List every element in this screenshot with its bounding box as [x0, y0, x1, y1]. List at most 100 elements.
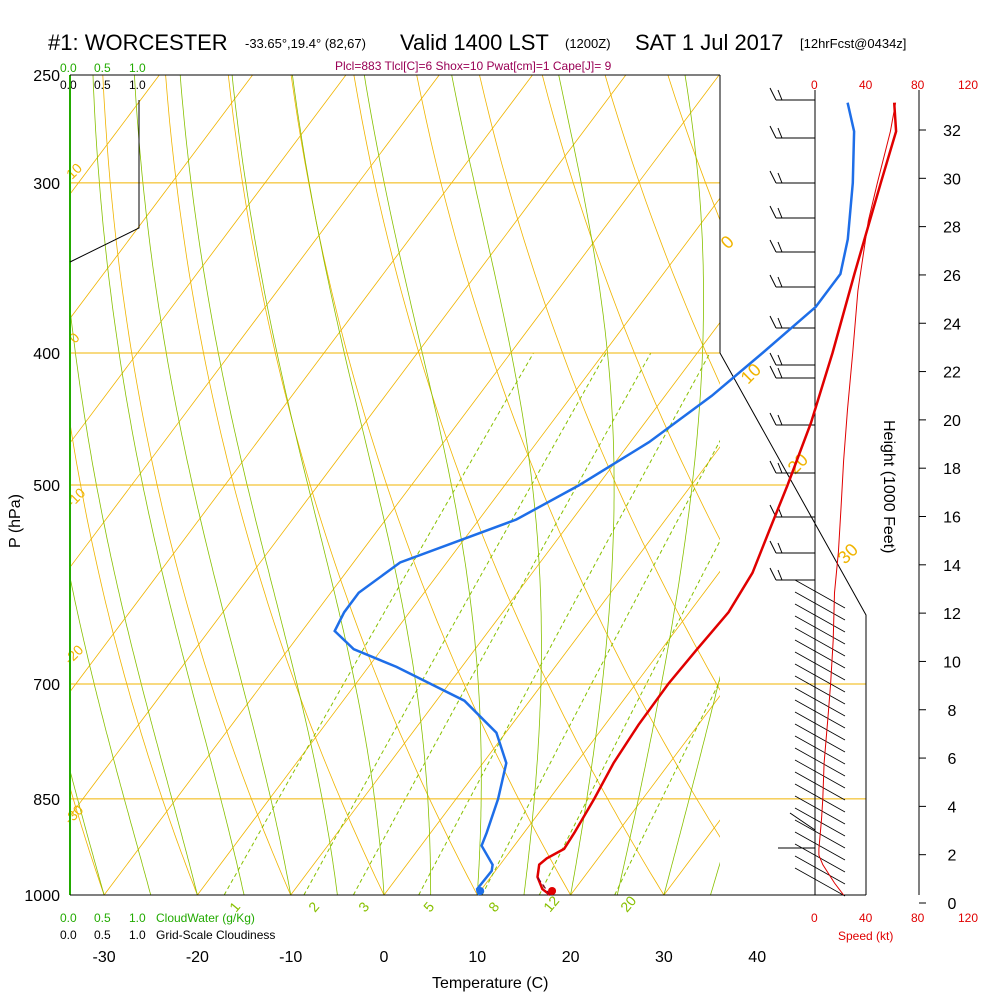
speed-axis-label: Speed (kt) [838, 929, 893, 943]
speed-tick-bottom: 80 [911, 911, 925, 925]
top-black-tick: 0.0 [60, 78, 77, 92]
y-axis-label: P (hPa) [7, 494, 24, 548]
wind-barb [769, 352, 777, 366]
title-coords: -33.65°,19.4° (82,67) [245, 36, 366, 51]
height-tick-label: 16 [943, 510, 961, 527]
moist-adiabat-line [292, 75, 432, 895]
temperature-tick-label: -10 [279, 949, 302, 966]
parcel-path [536, 875, 551, 896]
wind-barb [794, 735, 846, 765]
speed-tick-bottom: 0 [811, 911, 818, 925]
mixing-ratio-label: 2 [305, 899, 322, 915]
wind-barb [777, 127, 783, 139]
dry-adiabat-line [541, 75, 720, 541]
wind-barb [777, 317, 783, 329]
wind-barb [794, 855, 846, 885]
height-axis-label: Height (1000 Feet) [880, 420, 897, 553]
dry-adiabat-line [353, 75, 665, 895]
wind-barb [794, 867, 846, 897]
title-forecast: [12hrFcst@0434z] [800, 36, 906, 51]
dry-adiabat-line [70, 786, 105, 895]
isotherm-line [851, 75, 1000, 895]
wind-barb [769, 205, 777, 219]
wind-barb [769, 460, 777, 474]
height-tick-label: 24 [943, 316, 961, 333]
wind-barb [769, 125, 777, 139]
wind-barb [794, 615, 846, 645]
wind-barb [769, 315, 777, 329]
temperature-tick-labels: -30 -20 -10 0 10 20 30 40 [93, 949, 767, 966]
dry-adiabat-line [290, 75, 571, 895]
bottom-cloud-legend: 0.0 0.5 1.0 CloudWater (g/Kg) 0.0 0.5 1.… [60, 911, 275, 942]
speed-tick-top: 80 [911, 78, 925, 92]
wind-barb [777, 354, 783, 366]
moist-adiabat-line [451, 75, 542, 895]
moist-adiabat-line [70, 768, 105, 895]
pressure-tick-label: 300 [33, 176, 60, 193]
cloudwater-label: CloudWater (g/Kg) [156, 911, 255, 925]
cloudwater-tick: 0.0 [60, 911, 77, 925]
wind-barb [769, 170, 777, 184]
wind-barb [777, 367, 783, 379]
pressure-tick-label: 250 [33, 68, 60, 85]
wind-barb [794, 603, 846, 633]
mixing-ratio-label: 3 [355, 899, 372, 915]
mixing-ratio-line [223, 352, 534, 895]
moist-adiabat-line [616, 75, 705, 895]
top-cloudwater-scale: 0.0 0.5 1.0 0.0 0.5 1.0 [60, 61, 146, 92]
height-tick-label: 14 [943, 558, 961, 575]
wind-barb [794, 783, 846, 813]
wind-barb [777, 241, 783, 253]
wind-barb [794, 591, 846, 621]
height-tick-label: 22 [943, 365, 961, 382]
speed-tick-bottom: 40 [859, 911, 873, 925]
cloudiness-tick: 0.0 [60, 928, 77, 942]
wind-barb [794, 699, 846, 729]
surface-temperature-marker [548, 887, 557, 895]
mixing-ratio-label: 8 [485, 899, 502, 915]
temperature-tick-label: 40 [748, 949, 766, 966]
temperature-tick-label: 30 [655, 949, 673, 966]
top-green-tick: 1.0 [129, 61, 146, 75]
mixing-ratio-line [418, 352, 711, 895]
speed-tick-top: 40 [859, 78, 873, 92]
pressure-tick-label: 1000 [24, 888, 60, 905]
moist-adiabat-line [231, 75, 385, 895]
wind-barb [794, 831, 846, 861]
wind-barb [769, 87, 777, 101]
height-tick-label: 32 [943, 123, 961, 140]
moist-adiabat-line [179, 75, 338, 895]
wind-barb [789, 812, 816, 831]
cloudwater-tick: 0.5 [94, 911, 111, 925]
dry-adiabat-line [416, 75, 720, 838]
cloudiness-tick: 1.0 [129, 928, 146, 942]
wind-barb [794, 759, 846, 789]
wind-barb [794, 771, 846, 801]
height-tick-label: 6 [948, 751, 957, 768]
mixing-ratio-label: 20 [617, 893, 639, 915]
height-tick-label: 30 [943, 171, 961, 188]
height-tick-label: 28 [943, 220, 961, 237]
isotherm-line [476, 570, 720, 895]
height-tick-label: 20 [943, 413, 961, 430]
params-line: Plcl=883 Tlcl[C]=6 Shox=10 Pwat[cm]=1 Ca… [335, 59, 612, 73]
wind-speed-profile [818, 102, 897, 896]
wind-barb [794, 663, 846, 693]
wind-barb [794, 807, 846, 837]
top-green-tick: 0.0 [60, 61, 77, 75]
wind-barb [794, 627, 846, 657]
moist-adiabat-line [92, 75, 245, 895]
wind-barb [794, 795, 846, 825]
dry-adiabat-line [102, 75, 292, 895]
moist-adiabat-line [134, 75, 292, 895]
height-tick-label: 10 [943, 654, 961, 671]
temperature-tick-label: -20 [186, 949, 209, 966]
moist-adiabat-line [70, 575, 152, 895]
height-tick-label: 4 [948, 799, 957, 816]
height-tick-label: 18 [943, 461, 961, 478]
dry-adiabat-label: -30 [61, 801, 87, 827]
wind-barb [769, 239, 777, 253]
height-tick-label: 0 [948, 896, 957, 913]
